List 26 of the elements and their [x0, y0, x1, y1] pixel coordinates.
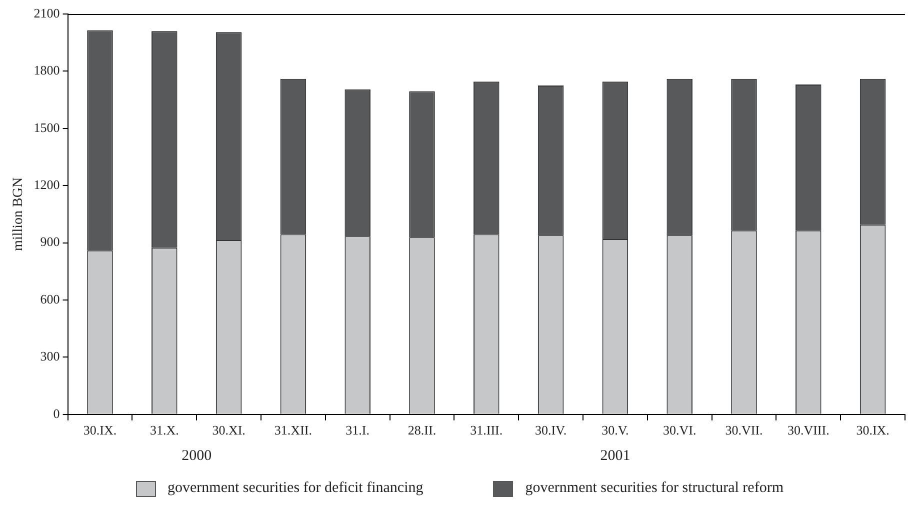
y-tick-label: 600	[40, 291, 60, 306]
y-tick-label: 1500	[34, 120, 60, 135]
x-tick-label: 30.VIII.	[787, 422, 830, 438]
x-tick-label: 30.XI.	[212, 422, 246, 438]
y-tick-label: 1800	[34, 62, 60, 78]
y-axis-title: million BGN	[11, 177, 26, 251]
x-tick-label: 30.V.	[602, 422, 629, 438]
legend-label: government securities for structural reform	[525, 480, 784, 497]
y-tick-label: 0	[53, 406, 60, 421]
text: 2001	[600, 448, 630, 465]
x-tick-label: 31.III.	[470, 422, 503, 438]
y-tick-label: 900	[40, 234, 60, 250]
x-tick-label: 30.VII.	[725, 422, 763, 438]
x-tick-label: 30.IV.	[535, 422, 567, 438]
text: 2000	[182, 448, 212, 465]
y-tick-label: 300	[40, 348, 60, 364]
x-tick-label: 31.X.	[150, 422, 179, 438]
x-tick-label: 30.IX.	[856, 422, 890, 438]
x-tick-label: 31.XII.	[274, 422, 312, 438]
x-tick-label: 28.II.	[408, 422, 436, 438]
x-tick-label: 30.IX.	[83, 422, 117, 438]
x-tick-label: 31.I.	[346, 422, 370, 438]
legend-label: government securities for deficit financing	[168, 480, 424, 497]
y-tick-label: 2100	[34, 5, 60, 20]
x-tick-label: 30.VI.	[662, 422, 696, 438]
y-tick-label: 1200	[34, 177, 60, 192]
